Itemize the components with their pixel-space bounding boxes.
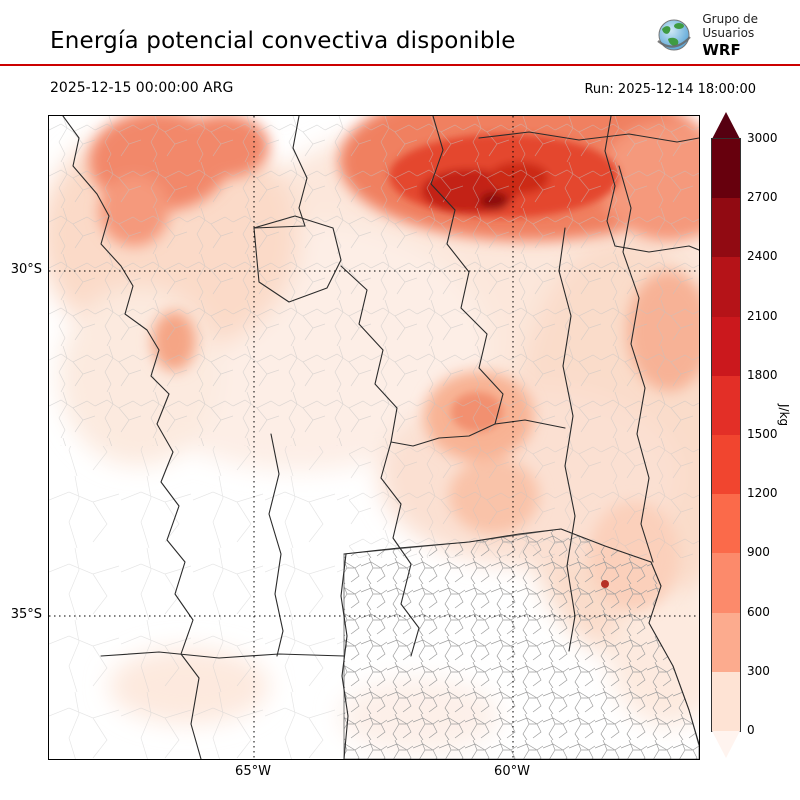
logo-text: Grupo de Usuarios WRF <box>702 12 758 59</box>
colorbar-tick-label: 3000 <box>747 131 778 145</box>
colorbar-tick-label: 1800 <box>747 367 778 382</box>
header-divider <box>0 64 800 66</box>
colorbar-under-arrow <box>712 731 740 758</box>
colorbar-tick-label: 1500 <box>747 427 778 441</box>
colorbar-segment <box>712 198 740 258</box>
colorbar-tick-label: 600 <box>747 604 770 619</box>
colorbar-tick-label: 2100 <box>747 308 778 323</box>
colorbar-body <box>711 138 741 732</box>
colorbar-tick-label: 2700 <box>747 190 778 205</box>
map-canvas <box>39 81 749 760</box>
colorbar-unit-label: J/kg <box>777 404 791 427</box>
colorbar-segment <box>712 435 740 495</box>
logo-line3: WRF <box>702 40 741 59</box>
valid-time-label: 2025-12-15 00:00:00 ARG <box>50 80 234 96</box>
wrf-logo: Grupo de Usuarios WRF <box>653 12 758 59</box>
logo-line1: Grupo de <box>702 12 758 26</box>
colorbar-segment <box>712 612 740 672</box>
lon-label-60w: 60°W <box>494 764 530 779</box>
colorbar-segment <box>712 494 740 554</box>
colorbar-tick-label: 2400 <box>747 249 778 264</box>
map-svg <box>39 81 749 760</box>
colorbar-tick-label: 300 <box>747 663 770 678</box>
colorbar-segment <box>712 316 740 376</box>
colorbar-segment <box>712 671 740 732</box>
colorbar-segment <box>712 257 740 317</box>
colorbar-over-arrow <box>712 112 740 139</box>
colorbar-segment <box>712 139 740 199</box>
colorbar-tick-label: 1200 <box>747 486 778 501</box>
colorbar-tick-label: 0 <box>747 723 755 737</box>
colorbar-segment <box>712 375 740 436</box>
run-time-label: Run: 2025-12-14 18:00:00 <box>584 82 756 97</box>
colorbar-tick-label: 900 <box>747 545 770 560</box>
globe-icon <box>657 19 692 51</box>
colorbar-segment <box>712 553 740 613</box>
page-title: Energía potencial convectiva disponible <box>50 28 516 54</box>
logo-line2: Usuarios <box>702 26 755 41</box>
lat-label-30s: 30°S <box>10 262 42 277</box>
lat-label-35s: 35°S <box>10 607 42 622</box>
lon-label-65w: 65°W <box>235 764 271 779</box>
